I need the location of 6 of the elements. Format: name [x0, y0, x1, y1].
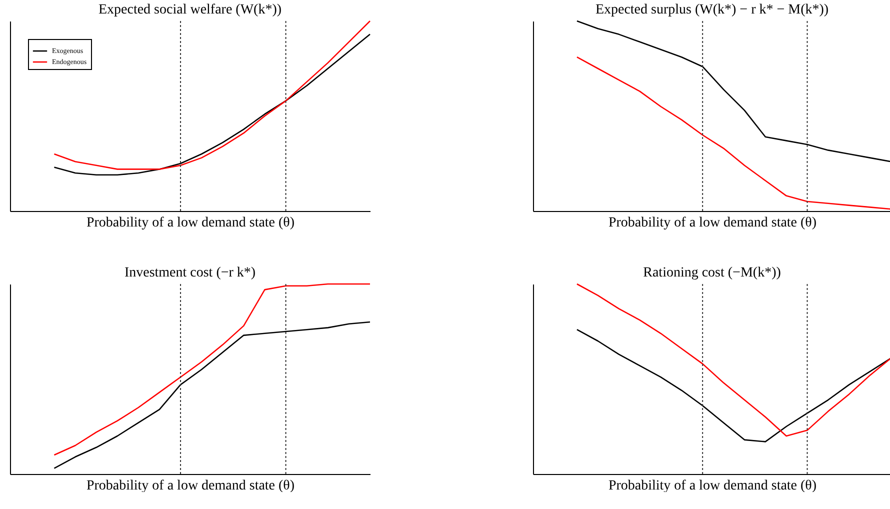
chart-title: Expected surplus (W(k*) − r k* − M(k*)): [595, 2, 829, 18]
x-axis-title: Probability of a low demand state (θ): [86, 216, 295, 230]
chart-title: Expected social welfare (W(k*)): [98, 2, 282, 18]
x-axis-title: Probability of a low demand state (θ): [608, 216, 817, 230]
chart-title: Rationing cost (−M(k*)): [643, 265, 782, 280]
chart-title: Investment cost (−r k*): [124, 265, 256, 280]
